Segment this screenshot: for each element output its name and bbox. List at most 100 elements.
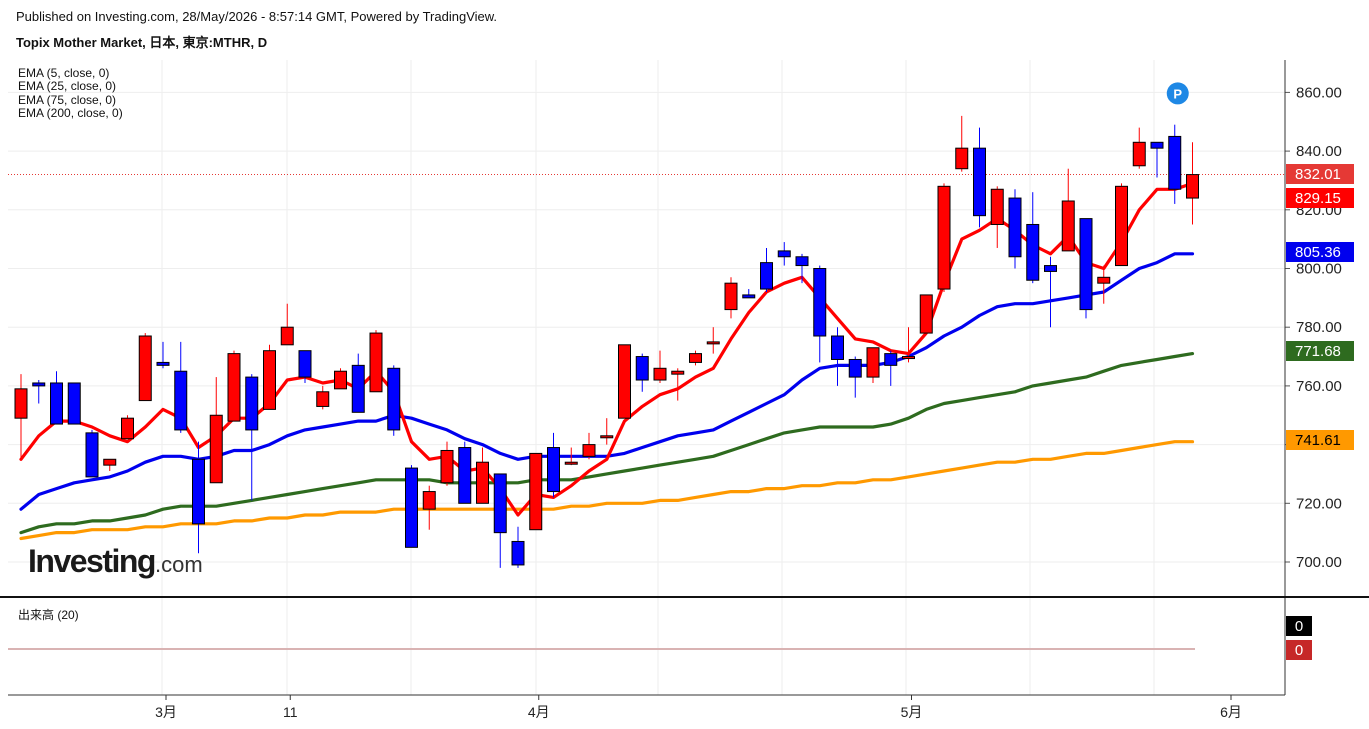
candle-body (138, 335, 152, 402)
candle-body (1168, 135, 1182, 190)
candle-body (955, 147, 969, 170)
candle (511, 526, 525, 568)
candle-body (440, 449, 454, 484)
candle-body (32, 382, 46, 387)
candle (884, 350, 898, 386)
instrument-title: Topix Mother Market, 日本, 東京:MTHR, D (16, 35, 268, 50)
indicator-ema25-label[interactable]: EMA (25, close, 0) (18, 79, 117, 93)
candle-body (1186, 174, 1199, 199)
candle (582, 432, 596, 460)
candle (760, 247, 773, 292)
candle (831, 327, 844, 386)
candle (1044, 256, 1057, 328)
candle (227, 350, 241, 422)
candle (742, 289, 756, 299)
candle (689, 350, 702, 366)
candle-body (529, 452, 543, 531)
candle-body (103, 458, 117, 466)
candle-body (813, 268, 827, 337)
candle (1168, 124, 1182, 204)
candle (422, 485, 436, 530)
volume-badge (1286, 616, 1312, 636)
candle-body (884, 353, 898, 366)
candle-body (866, 347, 880, 378)
candle-body (387, 367, 401, 431)
candle (653, 350, 667, 383)
candle-body (50, 382, 63, 425)
candle-body (1115, 185, 1128, 267)
candle (1008, 189, 1022, 269)
candle (564, 447, 578, 466)
candle-body (547, 447, 560, 493)
marker-label: P (1173, 86, 1182, 101)
candle-body (653, 367, 667, 381)
candle (493, 473, 507, 568)
candle-body (724, 282, 738, 311)
candle (458, 441, 472, 504)
y-tick-label: 800.00 (1296, 261, 1342, 278)
price-badge (1286, 242, 1354, 262)
candle (866, 347, 880, 383)
candle (671, 368, 685, 401)
y-tick-label: 700.00 (1296, 554, 1342, 571)
candle (848, 356, 862, 398)
price-badge-label: 741.61 (1295, 432, 1341, 449)
candle-body (1026, 223, 1040, 281)
candle (85, 429, 99, 478)
candle-body (564, 461, 578, 465)
volume-badge-label: 0 (1295, 618, 1303, 635)
y-tick-label: 720.00 (1296, 495, 1342, 512)
candle-body (671, 370, 685, 375)
candle (174, 341, 188, 433)
candle (369, 330, 383, 393)
candle (919, 294, 933, 334)
logo-main: Investing (28, 543, 156, 579)
candle-body (1097, 276, 1111, 284)
candle (706, 327, 720, 354)
candle-body (635, 356, 649, 381)
candle-body (600, 435, 614, 439)
candle-body (85, 432, 99, 478)
candle-body (458, 447, 472, 504)
candle (138, 333, 152, 402)
candle-body (174, 370, 188, 431)
candle-body (973, 147, 986, 217)
indicator-ema200-label[interactable]: EMA (200, close, 0) (18, 106, 123, 120)
candle (600, 418, 614, 445)
candle (1026, 192, 1040, 284)
y-tick-label: 780.00 (1296, 319, 1342, 336)
candle (902, 327, 915, 363)
candle (618, 344, 631, 419)
x-tick-label: 5月 (901, 704, 923, 720)
candle (1079, 218, 1093, 319)
volume-indicator-label[interactable]: 出来高 (20) (18, 608, 79, 622)
candle (476, 447, 489, 504)
indicator-ema5-label[interactable]: EMA (5, close, 0) (18, 66, 110, 80)
candle (1097, 265, 1111, 304)
candle-body (405, 467, 418, 548)
x-tick-label: 11 (283, 704, 298, 720)
candle-body (902, 356, 915, 360)
candle-body (618, 344, 631, 419)
candle (724, 277, 738, 319)
candle (1115, 183, 1128, 267)
candle (298, 350, 312, 383)
candle-body (795, 256, 809, 267)
candle (1186, 142, 1199, 225)
price-badge (1286, 188, 1354, 208)
price-badge (1286, 341, 1354, 361)
candle-body (245, 376, 259, 431)
x-tick-label: 3月 (155, 704, 177, 720)
indicator-ema75-label[interactable]: EMA (75, close, 0) (18, 93, 117, 107)
price-badge (1286, 430, 1354, 450)
candle (973, 127, 986, 228)
volume-badge (1286, 640, 1312, 660)
investing-logo: Investing.com (28, 543, 203, 580)
candle (1061, 168, 1075, 252)
x-tick-label: 6月 (1220, 704, 1242, 720)
candle-body (1079, 218, 1093, 311)
candle-body (848, 358, 862, 378)
x-tick-label: 4月 (528, 704, 550, 720)
y-tick-label: 860.00 (1296, 84, 1342, 101)
